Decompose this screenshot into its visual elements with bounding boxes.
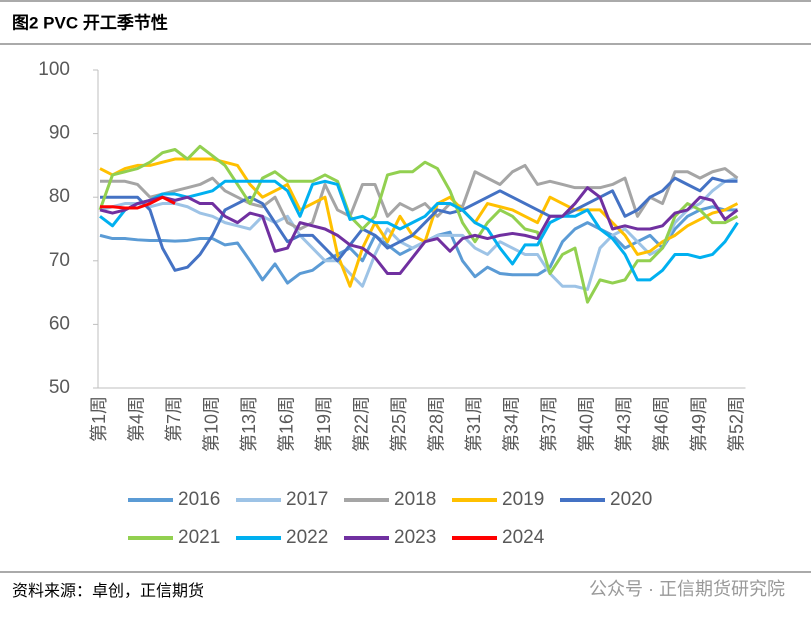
y-tick-label: 100: [38, 59, 70, 80]
x-tick-label: 第37周: [539, 396, 559, 452]
chart-title: 图2 PVC 开工季节性: [12, 12, 168, 32]
legend-label: 2016: [178, 489, 220, 510]
x-tick-label: 第10周: [201, 396, 221, 452]
legend-label: 2024: [502, 527, 545, 548]
x-tick-label: 第25周: [389, 396, 409, 452]
x-tick-label: 第40周: [576, 396, 596, 452]
x-tick-label: 第52周: [726, 396, 746, 452]
x-tick-label: 第7周: [164, 396, 184, 442]
series-line: [100, 176, 738, 272]
series-line: [99, 186, 739, 276]
legend-label: 2022: [286, 527, 328, 548]
series-line: [99, 179, 739, 282]
y-tick-label: 50: [49, 377, 70, 398]
legend-label: 2020: [610, 489, 652, 510]
x-tick-label: 第46周: [651, 396, 671, 452]
y-tick-label: 70: [49, 250, 70, 271]
watermark: 公众号 · 正信期货研究院: [589, 579, 785, 599]
x-tick-label: 第22周: [351, 396, 371, 452]
x-tick-label: 第13周: [239, 396, 259, 452]
x-tick-label: 第1周: [89, 396, 109, 442]
y-tick-label: 90: [49, 123, 70, 144]
y-tick-label: 60: [49, 313, 70, 334]
legend-label: 2019: [502, 489, 544, 510]
x-tick-label: 第43周: [614, 396, 634, 452]
series-line: [100, 163, 739, 231]
x-tick-label: 第16周: [276, 396, 296, 452]
x-tick-label: 第34周: [501, 396, 521, 452]
x-tick-label: 第49周: [689, 396, 709, 452]
x-tick-label: 第4周: [126, 396, 146, 442]
y-tick-label: 80: [49, 186, 70, 207]
series-line: [99, 157, 739, 288]
legend-label: 2023: [394, 527, 436, 548]
x-tick-label: 第31周: [464, 396, 484, 452]
x-tick-label: 第19周: [314, 396, 334, 452]
x-tick-label: 第28周: [426, 396, 446, 452]
legend-label: 2018: [394, 489, 436, 510]
series-line: [100, 195, 176, 210]
legend-label: 2017: [286, 489, 328, 510]
source: 资料来源：卓创，正信期货: [12, 582, 204, 600]
series-line: [99, 176, 738, 291]
legend-label: 2021: [178, 527, 220, 548]
